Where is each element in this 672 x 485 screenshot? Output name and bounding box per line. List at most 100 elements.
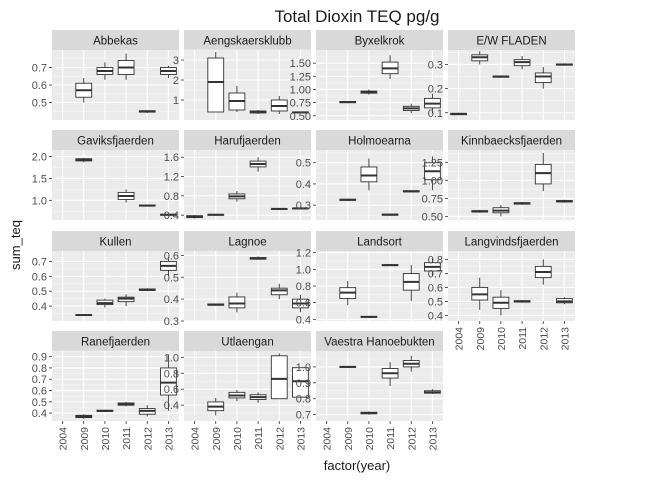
box-2012 bbox=[402, 190, 420, 193]
y-tick-label: 0.6 bbox=[296, 298, 311, 310]
facet-strip-label: E/W FLADEN bbox=[476, 36, 546, 48]
box-2012 bbox=[138, 110, 156, 113]
box-2010 bbox=[228, 292, 246, 313]
facet-strip bbox=[448, 30, 575, 50]
box-body bbox=[270, 287, 288, 296]
box-2013 bbox=[160, 213, 177, 216]
facet-strip bbox=[316, 130, 443, 150]
x-tick-label: 2010 bbox=[232, 427, 244, 451]
x-tick-label: 2012 bbox=[142, 427, 154, 451]
y-tick-label: 1.00 bbox=[422, 175, 443, 187]
y-tick-label: 0.6 bbox=[428, 282, 443, 294]
box-body bbox=[207, 57, 225, 113]
facet-strip bbox=[448, 130, 575, 150]
facet-strip-label: Kinnbaecksfjaerden bbox=[461, 136, 562, 148]
box-2013 bbox=[556, 63, 573, 66]
box-2012 bbox=[138, 288, 156, 292]
panel-background bbox=[448, 251, 575, 321]
facet-strip bbox=[448, 231, 575, 251]
box-2012 bbox=[270, 353, 288, 400]
facet-strip-label: Lagnoe bbox=[228, 237, 266, 249]
y-tick-label: 1.25 bbox=[422, 157, 443, 169]
box-2013 bbox=[424, 389, 441, 394]
box-2010 bbox=[96, 62, 114, 80]
panel-background bbox=[184, 251, 311, 321]
facet-panel: Landsort 0.4 0.6 0.8 1.0 1.2 bbox=[296, 231, 443, 326]
box-2012 bbox=[138, 204, 156, 207]
box-2009 bbox=[339, 101, 357, 104]
box-2011 bbox=[381, 55, 399, 79]
box-2012 bbox=[138, 405, 156, 417]
x-tick-label: 2011 bbox=[517, 327, 529, 350]
box-body bbox=[534, 163, 552, 185]
box-2013 bbox=[556, 297, 573, 305]
facet-strip bbox=[184, 130, 311, 150]
y-tick-label: 0.50 bbox=[290, 111, 311, 123]
box-2011 bbox=[381, 213, 399, 216]
y-tick-label: 1 bbox=[173, 95, 179, 107]
x-tick-label: 2004 bbox=[322, 427, 334, 451]
box-2011 bbox=[249, 392, 267, 403]
x-tick-label: 2013 bbox=[427, 427, 439, 451]
box-2012 bbox=[402, 355, 420, 372]
facet-strip-label: Ranefjaerden bbox=[81, 337, 150, 349]
y-tick-label: 0.8 bbox=[428, 254, 443, 266]
box-2012 bbox=[534, 66, 552, 89]
y-tick-label: 0.75 bbox=[422, 193, 443, 205]
box-2013 bbox=[292, 367, 309, 398]
y-tick-label: 0.6 bbox=[164, 250, 179, 262]
box-body bbox=[360, 166, 378, 183]
facet-strip bbox=[184, 231, 311, 251]
box-2011 bbox=[513, 201, 531, 205]
y-tick-label: 1.50 bbox=[290, 58, 311, 70]
x-tick-label: 2011 bbox=[253, 427, 265, 450]
facet-panel: Abbekas 0.5 0.6 0.7 bbox=[32, 30, 179, 120]
panel-background bbox=[448, 50, 575, 120]
y-tick-label: 0.4 bbox=[32, 301, 47, 313]
box-body bbox=[160, 367, 177, 396]
box-2010 bbox=[492, 290, 510, 316]
box-2011 bbox=[117, 401, 135, 407]
box-2009 bbox=[207, 213, 225, 216]
x-tick-label: 2013 bbox=[163, 427, 175, 451]
box-2009 bbox=[339, 198, 357, 201]
y-tick-label: 0.8 bbox=[164, 191, 179, 203]
y-tick-label: 1.0 bbox=[164, 352, 179, 364]
facet-strip-label: Byxelkrok bbox=[355, 36, 405, 48]
box-2013 bbox=[292, 294, 309, 313]
box-2009 bbox=[207, 303, 225, 306]
facet-strip-label: Abbekas bbox=[93, 36, 138, 48]
y-tick-label: 0.7 bbox=[32, 374, 47, 386]
facet-strip-label: Kullen bbox=[100, 237, 132, 249]
facet-strip bbox=[52, 331, 179, 351]
panel-background bbox=[316, 50, 443, 120]
x-tick-label: 2011 bbox=[121, 427, 133, 450]
box-2013 bbox=[424, 93, 441, 114]
box-2011 bbox=[249, 256, 267, 260]
facet-panel: Harufjaerden 0.4 0.8 1.2 1.6 bbox=[164, 130, 311, 222]
box-2011 bbox=[513, 300, 531, 303]
box-2010 bbox=[96, 409, 114, 412]
facet-strip-label: Harufjaerden bbox=[214, 136, 280, 148]
box-2012 bbox=[534, 259, 552, 285]
box-2012 bbox=[402, 103, 420, 114]
y-tick-label: 0.4 bbox=[164, 294, 179, 306]
x-tick-label: 2009 bbox=[475, 327, 487, 351]
facet-panel: Utlaengan 0.4 0.6 0.8 1.0 2004 2009 2010 2011 201… bbox=[164, 331, 311, 450]
box-2013 bbox=[292, 111, 309, 114]
facet-strip-label: Vaestra Hanoebukten bbox=[324, 337, 434, 349]
y-tick-label: 0.3 bbox=[296, 200, 311, 212]
box-2011 bbox=[249, 157, 267, 172]
y-tick-label: 0.4 bbox=[428, 310, 443, 322]
facet-strip bbox=[316, 30, 443, 50]
panel-background bbox=[184, 150, 311, 220]
box-2010 bbox=[492, 75, 510, 78]
facet-strip-label: Landsort bbox=[357, 237, 403, 249]
box-2013 bbox=[556, 199, 573, 203]
x-tick-label: 2010 bbox=[364, 427, 376, 451]
y-axis-label: sum_teq bbox=[8, 220, 23, 270]
facet-strip bbox=[52, 130, 179, 150]
box-2010 bbox=[360, 158, 378, 191]
box-body bbox=[534, 72, 552, 84]
